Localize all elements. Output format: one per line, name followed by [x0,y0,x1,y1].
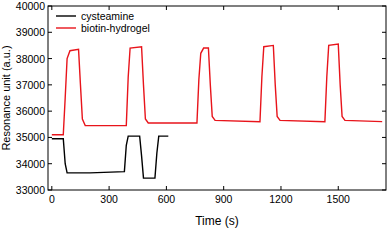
x-tick [109,186,110,190]
series-group [52,44,382,178]
x-tick [338,186,339,190]
series-line [52,44,382,135]
y-axis-label: Resonance unit (a.u.) [0,45,12,150]
y-tick [48,58,52,59]
legend-swatch [56,27,76,28]
x-axis-label: Time (s) [195,214,239,228]
x-tick [223,186,224,190]
x-tick [51,186,52,190]
y-tick-label: 35000 [16,131,45,143]
y-tick-label: 37000 [16,79,45,91]
y-tick [48,32,52,33]
y-tick [382,32,386,33]
y-tick [48,137,52,138]
y-tick [382,137,386,138]
y-tick-label: 39000 [16,26,45,38]
y-tick-label: 33000 [16,184,45,196]
y-tick-label: 38000 [16,53,45,65]
x-tick [166,186,167,190]
y-tick-label: 40000 [16,0,45,12]
legend-label: cysteamine [81,10,134,22]
y-tick [382,111,386,112]
y-tick-label: 34000 [16,158,45,170]
y-tick [48,84,52,85]
y-tick [382,6,386,7]
y-tick [48,163,52,164]
x-tick-label: 1500 [327,193,351,205]
x-tick [166,6,167,10]
y-tick-label: 36000 [16,105,45,117]
x-tick [223,6,224,10]
y-tick [48,111,52,112]
x-tick-label: 900 [215,193,233,205]
legend-label: biotin-hydrogel [81,22,150,34]
x-tick-label: 600 [158,193,176,205]
y-tick [382,84,386,85]
x-tick [280,186,281,190]
legend-swatch [56,15,76,16]
x-tick-label: 0 [49,193,55,205]
x-tick [51,6,52,10]
plot-frame [48,6,386,190]
y-tick [382,190,386,191]
x-tick-label: 1200 [269,193,293,205]
y-tick [382,163,386,164]
x-tick [280,6,281,10]
chart: 33000 34000 35000 36000 37000 38000 39000 40000… [0,0,391,234]
series-line [52,136,168,178]
y-tick [382,58,386,59]
x-tick-label: 300 [100,193,118,205]
x-tick [338,6,339,10]
